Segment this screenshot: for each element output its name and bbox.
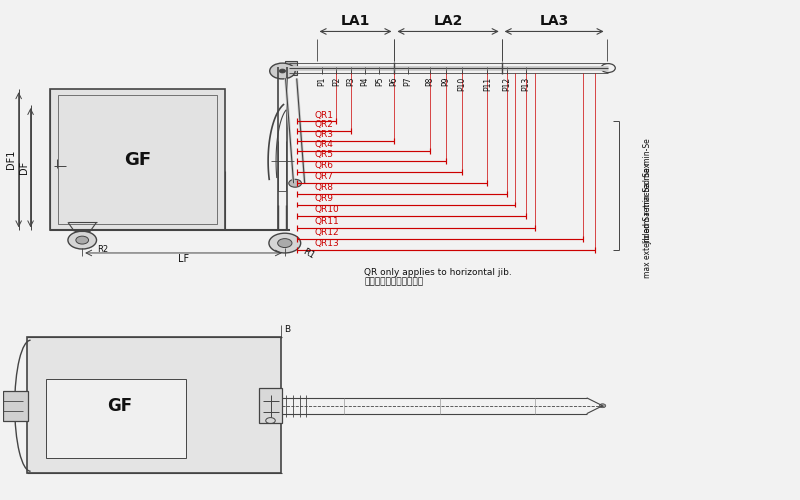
Circle shape bbox=[599, 404, 606, 407]
Text: QR5: QR5 bbox=[314, 150, 333, 159]
Text: QR4: QR4 bbox=[314, 140, 333, 149]
Text: QR only applies to horizontal jib.: QR only applies to horizontal jib. bbox=[364, 268, 512, 277]
Text: R2: R2 bbox=[98, 246, 109, 254]
Text: QR10: QR10 bbox=[314, 206, 339, 214]
Text: QR8: QR8 bbox=[314, 182, 333, 192]
Text: QR2: QR2 bbox=[314, 120, 333, 130]
Text: Jib arm retracted Se min-Se: Jib arm retracted Se min-Se bbox=[643, 138, 652, 244]
Text: QR9: QR9 bbox=[314, 194, 333, 202]
Circle shape bbox=[289, 180, 302, 187]
Text: QR11: QR11 bbox=[314, 217, 339, 226]
Text: LA1: LA1 bbox=[341, 14, 370, 28]
Text: P11: P11 bbox=[483, 77, 492, 91]
Text: P5: P5 bbox=[375, 77, 384, 86]
Bar bbox=[50, 90, 226, 230]
Bar bbox=[58, 95, 218, 224]
Text: LA3: LA3 bbox=[539, 14, 569, 28]
Text: QR12: QR12 bbox=[314, 228, 339, 237]
Text: P9: P9 bbox=[442, 77, 450, 86]
Text: P1: P1 bbox=[318, 77, 326, 86]
Circle shape bbox=[270, 63, 295, 79]
Text: LF: LF bbox=[178, 254, 189, 264]
Text: R1: R1 bbox=[301, 246, 316, 260]
Text: QR3: QR3 bbox=[314, 130, 333, 140]
Text: P10: P10 bbox=[458, 77, 466, 91]
Text: DF1: DF1 bbox=[6, 150, 16, 170]
Text: P3: P3 bbox=[346, 77, 355, 86]
Text: max extended Sa min-Sa max: max extended Sa min-Sa max bbox=[643, 163, 652, 278]
Text: DF: DF bbox=[19, 161, 30, 174]
Text: P4: P4 bbox=[361, 77, 370, 86]
Text: P13: P13 bbox=[521, 77, 530, 91]
Text: GF: GF bbox=[124, 151, 151, 169]
Text: GF: GF bbox=[107, 397, 133, 415]
Bar bbox=[285, 61, 297, 75]
Circle shape bbox=[269, 233, 301, 253]
Circle shape bbox=[279, 69, 286, 73]
Text: QR1: QR1 bbox=[314, 110, 333, 120]
Bar bbox=[46, 379, 186, 458]
Circle shape bbox=[68, 231, 97, 249]
Text: P7: P7 bbox=[403, 77, 413, 86]
Text: B: B bbox=[284, 324, 290, 334]
Text: P12: P12 bbox=[502, 77, 512, 91]
Text: P8: P8 bbox=[426, 77, 434, 86]
Text: QR6: QR6 bbox=[314, 161, 333, 170]
Text: P6: P6 bbox=[389, 77, 398, 86]
Bar bbox=[258, 388, 282, 423]
Circle shape bbox=[278, 238, 292, 248]
Text: 請看不同位置的起重景圖: 請看不同位置的起重景圖 bbox=[364, 278, 423, 286]
Bar bbox=[2, 391, 28, 420]
Text: QR13: QR13 bbox=[314, 239, 339, 248]
Bar bbox=[26, 336, 281, 472]
Text: LA2: LA2 bbox=[434, 14, 462, 28]
Text: P2: P2 bbox=[332, 77, 341, 86]
Circle shape bbox=[76, 236, 89, 244]
Text: QR7: QR7 bbox=[314, 172, 333, 181]
